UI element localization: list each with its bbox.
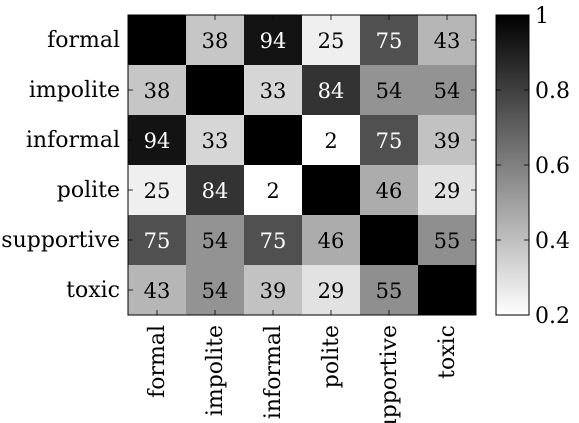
heatmap-cell-impolite-formal	[128, 65, 187, 116]
cell-value-polite-formal: 25	[144, 179, 171, 203]
heatmap-cell-supportive-supportive	[360, 215, 419, 266]
heatmap-cell-supportive-impolite	[186, 215, 245, 266]
heatmap-ticks	[128, 15, 476, 315]
cell-value-informal-formal: 94	[144, 129, 171, 153]
cell-value-informal-supportive: 75	[376, 129, 403, 153]
heatmap-cell-toxic-impolite	[186, 265, 245, 316]
heatmap-cell-toxic-formal	[128, 265, 187, 316]
heatmap-cell-supportive-toxic	[418, 215, 477, 266]
cell-value-toxic-polite: 29	[318, 279, 345, 303]
cell-value-supportive-polite: 46	[318, 229, 345, 253]
colorbar-tick-label: 0.6	[535, 154, 570, 179]
heatmap-cell-informal-formal	[128, 115, 187, 166]
cell-value-supportive-informal: 75	[260, 229, 287, 253]
row-label-informal: informal	[26, 128, 120, 153]
cell-value-formal-impolite: 38	[202, 29, 229, 53]
row-label-formal: formal	[47, 28, 120, 53]
row-label-impolite: impolite	[29, 78, 120, 103]
column-label-informal: informal	[261, 325, 286, 419]
column-labels: formal impolite informal polite supportive to…	[145, 325, 460, 423]
colorbar-tick-label: 0.2	[535, 304, 570, 329]
cell-value-toxic-impolite: 54	[202, 279, 229, 303]
cell-value-formal-informal: 94	[260, 29, 287, 53]
cell-value-informal-polite: 2	[324, 129, 337, 153]
column-label-supportive: supportive	[377, 325, 402, 423]
heatmap-cell-polite-impolite	[186, 165, 245, 216]
cell-value-toxic-informal: 39	[260, 279, 287, 303]
cell-value-impolite-informal: 33	[260, 79, 287, 103]
heatmap-cell-polite-polite	[302, 165, 361, 216]
heatmap-cell-informal-polite	[302, 115, 361, 166]
colorbar: 0.2 0.4 0.6 0.8 1	[495, 4, 570, 329]
cell-value-supportive-toxic: 55	[434, 229, 461, 253]
heatmap-cell-formal-polite	[302, 15, 361, 66]
heatmap-cell-impolite-informal	[244, 65, 303, 116]
colorbar-tick-label: 1	[535, 4, 549, 29]
heatmap-cell-polite-formal	[128, 165, 187, 216]
heatmap-cell-impolite-impolite	[186, 65, 245, 116]
colorbar-tick-label: 0.8	[535, 79, 570, 104]
column-label-formal: formal	[145, 325, 170, 398]
cell-value-supportive-formal: 75	[144, 229, 171, 253]
row-label-polite: polite	[57, 178, 120, 203]
column-label-toxic: toxic	[435, 325, 460, 379]
cell-value-informal-toxic: 39	[434, 129, 461, 153]
cell-value-polite-impolite: 84	[202, 179, 229, 203]
cell-value-polite-toxic: 29	[434, 179, 461, 203]
cell-value-toxic-formal: 43	[144, 279, 171, 303]
cell-value-polite-informal: 2	[266, 179, 279, 203]
cell-value-formal-supportive: 75	[376, 29, 403, 53]
row-label-supportive: supportive	[1, 228, 120, 253]
heatmap-cell-formal-formal	[128, 15, 187, 66]
heatmap-cell-supportive-polite	[302, 215, 361, 266]
colorbar-tick-label: 0.4	[535, 229, 570, 254]
heatmap-cell-formal-toxic	[418, 15, 477, 66]
heatmap-cell-informal-toxic	[418, 115, 477, 166]
heatmap-frame	[127, 14, 477, 316]
cell-value-polite-supportive: 46	[376, 179, 403, 203]
heatmap-cell-polite-informal	[244, 165, 303, 216]
heatmap-cell-polite-supportive	[360, 165, 419, 216]
heatmap-cell-impolite-toxic	[418, 65, 477, 116]
heatmap-cell-impolite-supportive	[360, 65, 419, 116]
column-label-polite: polite	[319, 325, 344, 388]
cell-value-impolite-formal: 38	[144, 79, 171, 103]
cell-value-impolite-supportive: 54	[376, 79, 403, 103]
column-label-impolite: impolite	[203, 325, 228, 416]
cell-value-impolite-toxic: 54	[434, 79, 461, 103]
heatmap-cell-toxic-polite	[302, 265, 361, 316]
row-label-toxic: toxic	[66, 278, 120, 303]
heatmap-cells	[128, 15, 477, 316]
heatmap-cell-supportive-formal	[128, 215, 187, 266]
heatmap-cell-informal-impolite	[186, 115, 245, 166]
heatmap-cell-formal-informal	[244, 15, 303, 66]
heatmap-cell-toxic-informal	[244, 265, 303, 316]
cell-value-impolite-polite: 84	[318, 79, 345, 103]
heatmap-cell-informal-informal	[244, 115, 303, 166]
heatmap-cell-informal-supportive	[360, 115, 419, 166]
heatmap-cell-values: 38 94 25 75 43 38 33 84 54 54 94 33 2 75 39 25 84 2 46 29 75…	[144, 29, 461, 303]
heatmap-cell-polite-toxic	[418, 165, 477, 216]
cell-value-informal-impolite: 33	[202, 129, 229, 153]
cell-value-toxic-supportive: 55	[376, 279, 403, 303]
heatmap-cell-toxic-supportive	[360, 265, 419, 316]
row-labels: formal impolite informal polite supportive to…	[1, 28, 120, 303]
heatmap-cell-supportive-informal	[244, 215, 303, 266]
heatmap-cell-toxic-toxic	[418, 265, 477, 316]
cell-value-formal-polite: 25	[318, 29, 345, 53]
heatmap-cell-impolite-polite	[302, 65, 361, 116]
cell-value-formal-toxic: 43	[434, 29, 461, 53]
cell-value-supportive-impolite: 54	[202, 229, 229, 253]
heatmap-cell-formal-supportive	[360, 15, 419, 66]
heatmap-cell-formal-impolite	[186, 15, 245, 66]
